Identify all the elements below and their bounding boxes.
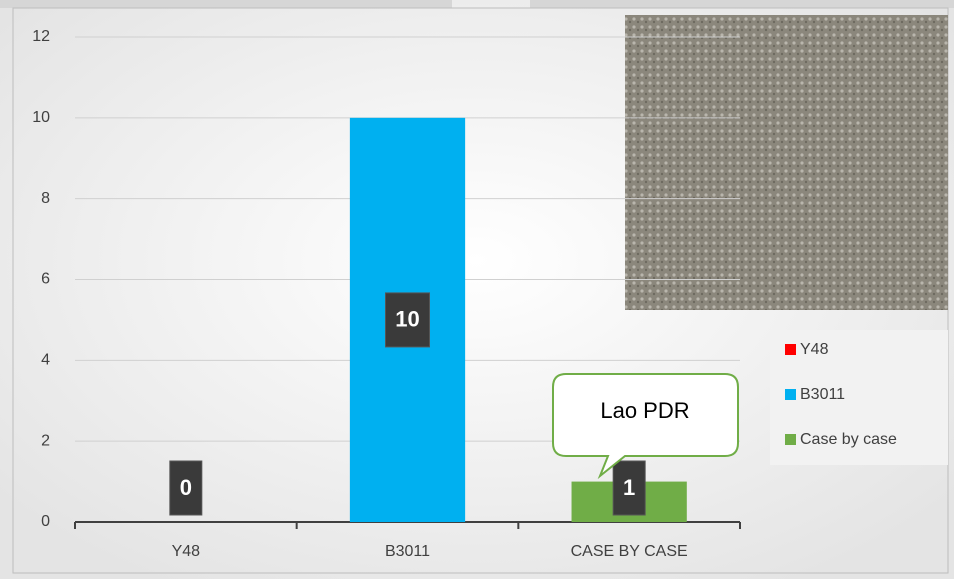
y-tick-label: 10 bbox=[32, 109, 50, 126]
x-tick-label: CASE BY CASE bbox=[571, 543, 688, 560]
legend-swatch bbox=[785, 434, 796, 445]
y-tick-label: 0 bbox=[41, 513, 50, 530]
y-tick-label: 12 bbox=[32, 28, 50, 45]
data-label: 10 bbox=[395, 307, 419, 332]
y-tick-label: 4 bbox=[41, 352, 50, 369]
top-strip bbox=[0, 0, 452, 8]
chart: 0 2 4 6 8 10 12 Y48 0 B3011 10 CASE BY CASE 1 Y48 B301… bbox=[0, 0, 954, 579]
photo bbox=[625, 15, 948, 310]
legend-swatch bbox=[785, 389, 796, 400]
callout-text: Lao PDR bbox=[600, 398, 689, 423]
legend-label: Y48 bbox=[800, 341, 829, 358]
legend-label: Case by case bbox=[800, 431, 897, 448]
data-label: 1 bbox=[623, 475, 635, 500]
legend-label: B3011 bbox=[800, 386, 845, 403]
data-label: 0 bbox=[180, 475, 192, 500]
top-strip bbox=[530, 0, 954, 8]
x-tick-label: B3011 bbox=[385, 543, 430, 560]
legend-swatch bbox=[785, 344, 796, 355]
y-tick-label: 6 bbox=[41, 271, 50, 288]
y-tick-label: 8 bbox=[41, 190, 50, 207]
x-tick-label: Y48 bbox=[172, 543, 201, 560]
y-tick-label: 2 bbox=[41, 432, 50, 449]
